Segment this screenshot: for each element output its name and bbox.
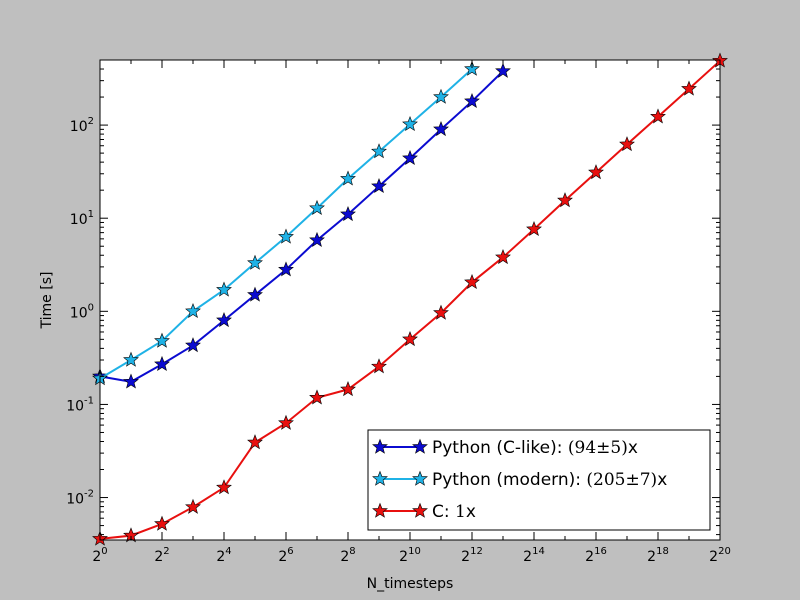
legend-marker — [412, 470, 428, 486]
data-point — [371, 358, 387, 374]
data-point — [216, 281, 232, 297]
x-tick-label: 210 — [399, 546, 421, 565]
legend-entry: Python (C-like): (94±5)x — [372, 438, 638, 458]
data-point — [402, 115, 418, 132]
data-point — [154, 515, 170, 531]
data-point — [309, 199, 325, 215]
y-tick-label: 100 — [70, 302, 94, 321]
y-axis-label: Time [s] — [39, 272, 55, 330]
data-point — [619, 136, 635, 152]
data-point — [247, 434, 263, 450]
legend-entry: C: 1x — [372, 502, 476, 522]
data-point — [557, 192, 573, 208]
legend-marker — [412, 438, 428, 454]
data-point — [433, 304, 449, 320]
plot-frame — [99, 59, 721, 541]
data-point — [309, 231, 325, 247]
data-point — [278, 414, 294, 430]
data-point — [340, 381, 356, 397]
series-layer — [92, 52, 728, 546]
data-point — [402, 149, 418, 166]
x-tick-label: 26 — [278, 546, 293, 565]
data-point — [278, 261, 294, 277]
data-point — [340, 170, 356, 186]
data-point — [495, 62, 511, 78]
data-point — [464, 92, 480, 109]
x-tick-label: 24 — [216, 546, 231, 565]
data-point — [464, 273, 480, 290]
series-0 — [92, 62, 511, 389]
data-point — [402, 331, 418, 347]
data-point — [309, 389, 325, 405]
legend-marker — [372, 438, 388, 454]
data-point — [464, 60, 480, 76]
data-point — [123, 351, 139, 367]
x-tick-label: 218 — [647, 546, 669, 565]
y-tick-label: 101 — [70, 209, 94, 228]
data-point — [495, 248, 511, 265]
data-point — [185, 302, 201, 319]
data-point — [433, 88, 449, 104]
y-tick-label: 102 — [70, 116, 94, 135]
x-tick-label: 220 — [709, 546, 731, 565]
data-point — [247, 286, 263, 302]
x-axis-label: N_timesteps — [367, 576, 454, 592]
data-point — [247, 254, 263, 270]
y-tick-label: 10-2 — [66, 489, 94, 508]
data-point — [123, 373, 139, 389]
series-2 — [92, 52, 728, 546]
data-point — [588, 164, 604, 180]
x-tick-label: 214 — [523, 546, 545, 565]
data-point — [340, 206, 356, 222]
data-point — [278, 228, 294, 244]
data-point — [216, 479, 232, 495]
data-point — [433, 121, 449, 137]
data-point — [185, 498, 201, 514]
data-point — [154, 355, 170, 372]
x-tick-label: 28 — [340, 546, 355, 565]
data-point — [154, 332, 170, 348]
data-point — [371, 143, 387, 159]
y-tick-label: 10-1 — [66, 395, 94, 414]
legend-marker — [372, 502, 388, 518]
x-tick-label: 20 — [92, 546, 107, 565]
series-line — [99, 70, 504, 383]
legend: Python (C-like): (94±5)x Python (modern):… — [367, 429, 711, 531]
data-point — [681, 80, 697, 96]
legend-entry: Python (modern): (205±7)x — [372, 470, 667, 490]
legend-label: Python (modern): (205±7)x — [432, 470, 667, 490]
data-point — [371, 177, 387, 194]
legend-label: Python (C-like): (94±5)x — [432, 438, 638, 458]
data-point — [526, 220, 542, 237]
x-tick-label: 216 — [585, 546, 607, 565]
data-point — [185, 337, 201, 353]
legend-marker — [372, 470, 388, 486]
legend-marker — [412, 502, 428, 518]
data-point — [650, 108, 666, 124]
data-point — [216, 312, 232, 328]
x-tick-label: 212 — [461, 546, 483, 565]
x-tick-label: 22 — [154, 546, 169, 565]
legend-label: C: 1x — [432, 502, 476, 522]
